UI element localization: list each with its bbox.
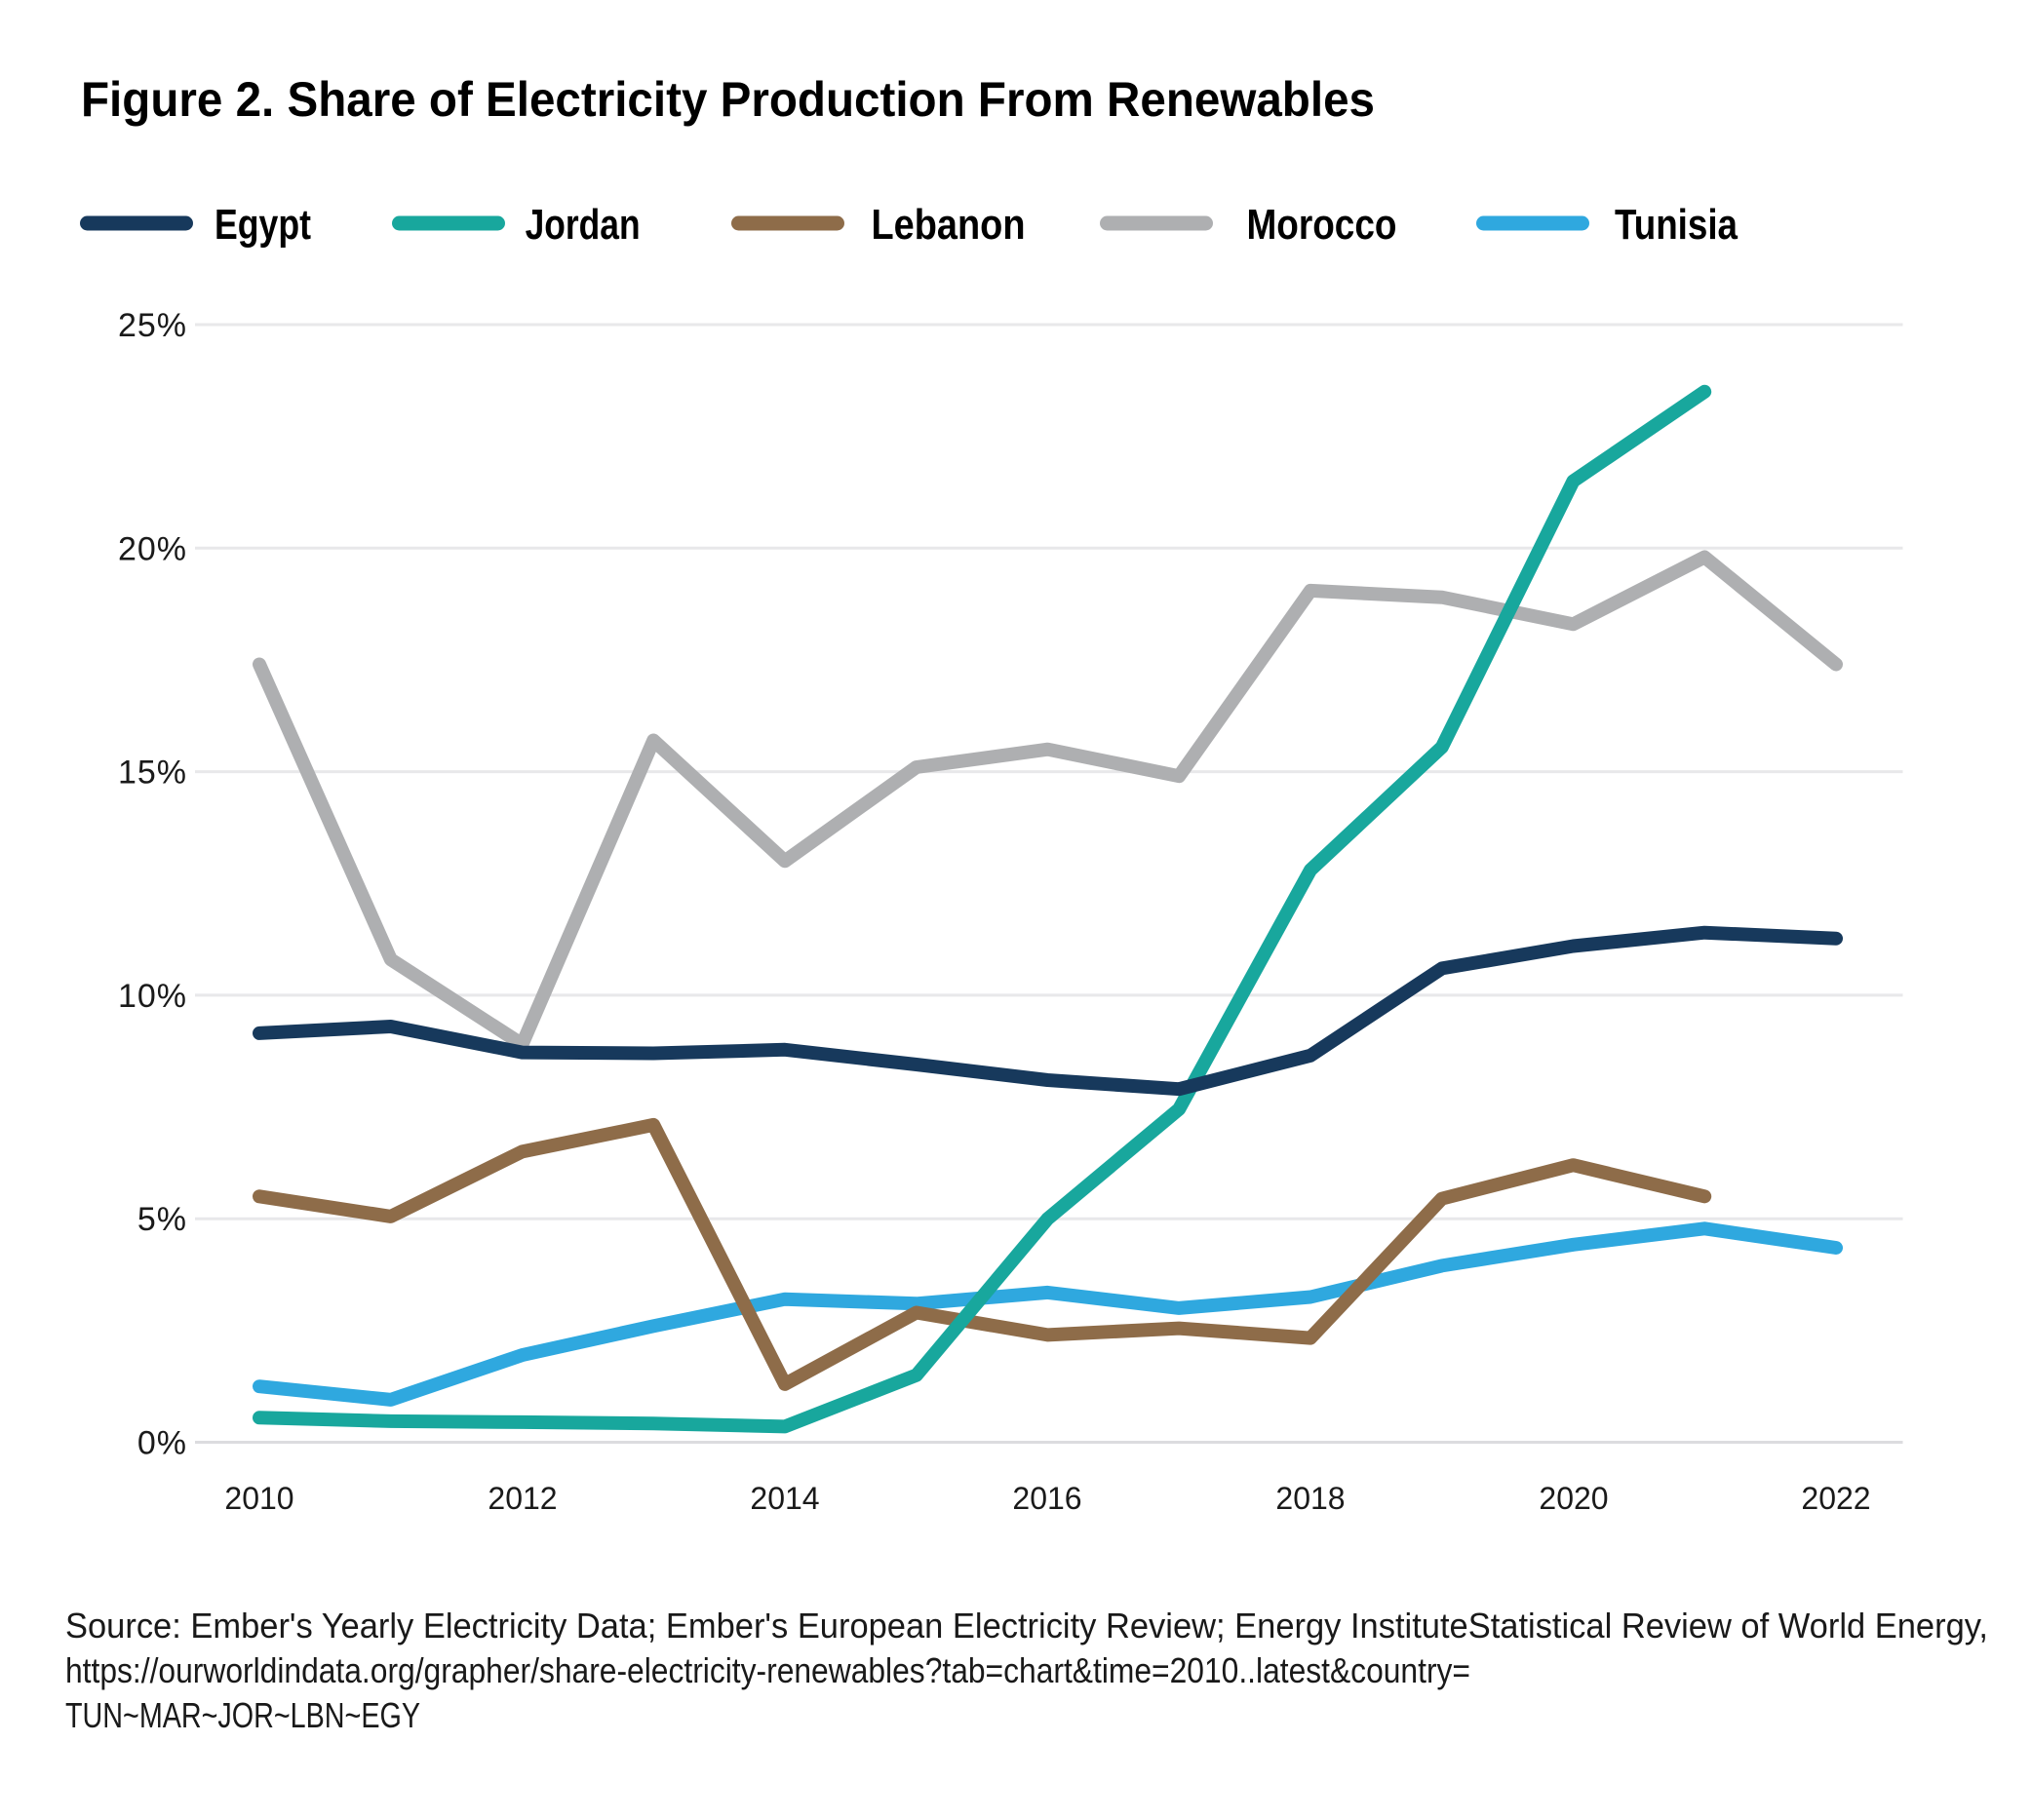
svg-text:2010: 2010 — [224, 1481, 293, 1516]
svg-text:Morocco: Morocco — [1247, 201, 1397, 249]
svg-text:Jordan: Jordan — [526, 201, 641, 249]
svg-text:20%: 20% — [118, 530, 187, 567]
svg-text:25%: 25% — [118, 307, 187, 344]
svg-text:15%: 15% — [118, 755, 187, 792]
svg-text:10%: 10% — [118, 978, 187, 1015]
svg-text:2012: 2012 — [488, 1481, 557, 1516]
svg-text:2016: 2016 — [1012, 1481, 1081, 1516]
svg-text:Tunisia: Tunisia — [1615, 201, 1738, 249]
svg-text:2020: 2020 — [1539, 1481, 1608, 1516]
svg-text:2014: 2014 — [750, 1481, 819, 1516]
svg-text:https://ourworldindata.org/gra: https://ourworldindata.org/grapher/share… — [65, 1650, 1470, 1690]
svg-text:TUN~MAR~JOR~LBN~EGY: TUN~MAR~JOR~LBN~EGY — [65, 1695, 420, 1735]
svg-text:Source: Ember's Yearly Electri: Source: Ember's Yearly Electricity Data;… — [65, 1606, 1988, 1646]
svg-text:0%: 0% — [137, 1425, 187, 1462]
svg-text:Egypt: Egypt — [215, 201, 311, 249]
svg-text:2022: 2022 — [1801, 1481, 1870, 1516]
svg-text:Figure 2. Share of Electricity: Figure 2. Share of Electricity Productio… — [81, 72, 1375, 127]
svg-text:5%: 5% — [137, 1201, 187, 1238]
svg-text:2018: 2018 — [1275, 1481, 1345, 1516]
svg-text:Lebanon: Lebanon — [872, 201, 1026, 249]
